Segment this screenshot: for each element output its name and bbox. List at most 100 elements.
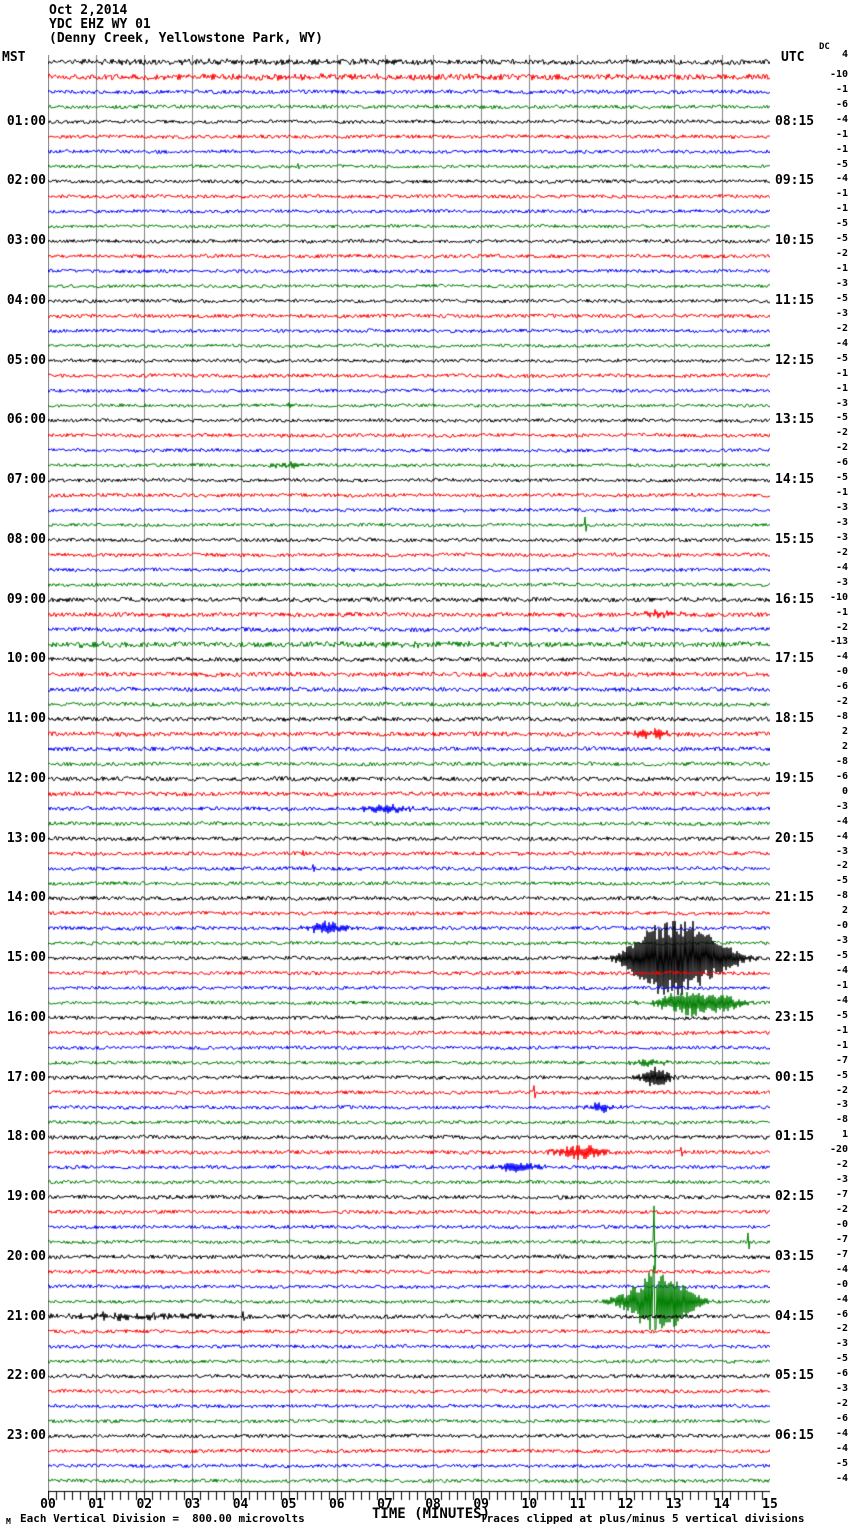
utc-hour-label: 14:15 <box>775 472 815 488</box>
utc-hour-label: 01:15 <box>775 1129 815 1145</box>
mst-hour-label: 22:00 <box>6 1368 46 1384</box>
dc-offset-value: -2 <box>835 696 848 708</box>
dc-offset-value: -1 <box>835 203 848 215</box>
utc-hour-label: 16:15 <box>775 591 815 607</box>
dc-offset-value: -2 <box>835 1084 848 1096</box>
mst-hour-label: 10:00 <box>6 651 46 667</box>
dc-offset-value: -2 <box>835 1203 848 1215</box>
dc-offset-value: -4 <box>835 1472 848 1484</box>
dc-offset-value: -0 <box>835 920 848 932</box>
utc-hour-label: 11:15 <box>775 292 815 308</box>
mst-hour-label: 17:00 <box>6 1069 46 1085</box>
utc-hour-label: 18:15 <box>775 711 815 727</box>
dc-offset-value: -4 <box>835 815 848 827</box>
dc-offset-value: -2 <box>835 1323 848 1335</box>
dc-offset-value: -4 <box>835 1293 848 1305</box>
minute-tick-label: 03 <box>184 1497 201 1512</box>
mst-hour-label: 16:00 <box>6 1009 46 1025</box>
utc-hour-label: 20:15 <box>775 830 815 846</box>
mst-hour-label: 15:00 <box>6 950 46 966</box>
utc-hour-label: 21:15 <box>775 890 815 906</box>
minute-tick-label: 13 <box>665 1497 682 1512</box>
title-station: YDC EHZ WY 01 <box>49 17 151 32</box>
dc-offset-value: -1 <box>835 188 848 200</box>
right-timezone-header: UTC <box>781 50 805 65</box>
utc-hour-label: 13:15 <box>775 412 815 428</box>
dc-offset-value: -1 <box>835 128 848 140</box>
dc-offset-value: -3 <box>835 845 848 857</box>
dc-offset-value: -4 <box>835 113 848 125</box>
scale-note: Each Vertical Division = 800.00 microvol… <box>20 1512 305 1525</box>
utc-hour-label: 09:15 <box>775 173 815 189</box>
minute-tick-label: 08 <box>425 1497 441 1512</box>
dc-column-header: DC <box>819 42 830 52</box>
minute-tick-label: 07 <box>377 1497 393 1512</box>
mst-hour-label: 04:00 <box>6 292 46 308</box>
mst-hour-label: 18:00 <box>6 1129 46 1145</box>
mst-hour-label: 19:00 <box>6 1189 46 1205</box>
dc-offset-value: -7 <box>835 1054 848 1066</box>
dc-offset-value: 1 <box>841 1129 848 1141</box>
dc-offset-value: -4 <box>835 337 848 349</box>
utc-hour-label: 22:15 <box>775 950 815 966</box>
dc-offset-value: -3 <box>835 935 848 947</box>
dc-offset-value: -5 <box>835 1457 848 1469</box>
dc-offset-value: -5 <box>835 1353 848 1365</box>
dc-offset-value: -1 <box>835 263 848 275</box>
mst-hour-label: 05:00 <box>6 352 46 368</box>
dc-offset-value: 0 <box>841 785 848 797</box>
minute-tick-label: 00 <box>40 1497 56 1512</box>
dc-offset-value: -3 <box>835 1174 848 1186</box>
mst-hour-label: 23:00 <box>6 1428 46 1444</box>
dc-offset-value: -6 <box>835 457 848 469</box>
x-axis-label: TIME (MINUTES) <box>372 1506 491 1522</box>
dc-offset-value: -5 <box>835 292 848 304</box>
dc-offset-value: -2 <box>835 1398 848 1410</box>
utc-hour-label: 12:15 <box>775 352 815 368</box>
dc-offset-value: -20 <box>829 1144 848 1156</box>
dc-offset-value: -5 <box>835 158 848 170</box>
mst-hour-label: 11:00 <box>6 711 46 727</box>
minute-tick-label: 12 <box>617 1497 634 1512</box>
dc-offset-value: -5 <box>835 950 848 962</box>
minute-tick-label: 11 <box>569 1497 586 1512</box>
dc-offset-value: -3 <box>835 800 848 812</box>
dc-offset-value: -8 <box>835 890 848 902</box>
dc-offset-value: -6 <box>835 1368 848 1380</box>
dc-offset-value: -1 <box>835 487 848 499</box>
dc-offset-value: -7 <box>835 1233 848 1245</box>
dc-offset-value: -1 <box>835 606 848 618</box>
dc-offset-value: -0 <box>835 666 848 678</box>
dc-offset-value: -1 <box>835 143 848 155</box>
minute-tick-label: 14 <box>714 1497 730 1512</box>
dc-offset-value: -3 <box>835 397 848 409</box>
dc-offset-value: -1 <box>835 979 848 991</box>
dc-offset-value: -3 <box>835 502 848 514</box>
minute-tick-label: 10 <box>521 1497 538 1512</box>
mst-hour-label: 01:00 <box>6 113 46 129</box>
dc-offset-value: -1 <box>835 83 848 95</box>
dc-offset-value: -1 <box>835 1039 848 1051</box>
mst-hour-label: 08:00 <box>6 531 46 547</box>
dc-offset-value: -0 <box>835 1218 848 1230</box>
dc-offset-value: -3 <box>835 1383 848 1395</box>
utc-hour-label: 06:15 <box>775 1428 815 1444</box>
minute-tick-label: 06 <box>328 1497 345 1512</box>
dc-offset-value: -5 <box>835 218 848 230</box>
mst-hour-label: 03:00 <box>6 233 46 249</box>
minute-tick-label: 05 <box>280 1497 297 1512</box>
dc-offset-value: -5 <box>835 412 848 424</box>
dc-offset-value: -10 <box>829 68 848 80</box>
utc-hour-label: 10:15 <box>775 233 815 249</box>
dc-offset-value: -4 <box>835 830 848 842</box>
dc-offset-value: -6 <box>835 681 848 693</box>
clip-note: Traces clipped at plus/minus 5 vertical … <box>480 1512 805 1525</box>
mst-hour-label: 12:00 <box>6 770 46 786</box>
title-date: Oct 2,2014 <box>49 3 128 18</box>
corner-mark: M <box>6 1517 11 1526</box>
dc-offset-value: -5 <box>835 472 848 484</box>
dc-offset-value: -4 <box>835 965 848 977</box>
dc-offset-value: -4 <box>835 994 848 1006</box>
minute-tick-label: 02 <box>136 1497 153 1512</box>
